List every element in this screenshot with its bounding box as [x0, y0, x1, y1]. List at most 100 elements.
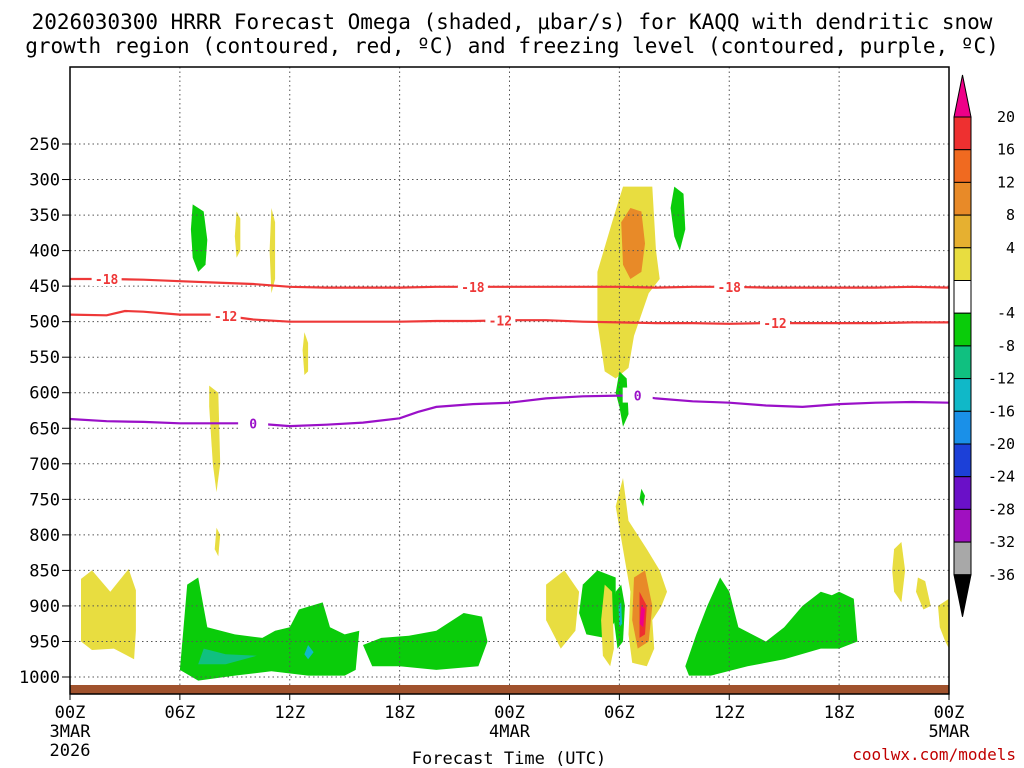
omega-region-9 [304, 645, 314, 660]
contour-line-0 [70, 277, 950, 289]
x-tick-label-18: 18Z [384, 703, 415, 723]
colorbar-cell-4 [953, 214, 972, 249]
colorbar-cell-5 [953, 247, 972, 282]
y-tick-label-750: 750 [29, 490, 60, 510]
colorbar-cell-7 [953, 312, 972, 347]
contour-label-1-0: -12 [214, 310, 237, 325]
omega-region-25 [685, 577, 858, 676]
contour-label-1-2: -12 [763, 317, 786, 332]
contour-label-2-1: 0 [634, 390, 642, 405]
x-tick-label-30: 06Z [604, 703, 635, 723]
colorbar-label-5: -4 [997, 304, 1015, 322]
x-tick-label-36: 12Z [714, 703, 745, 723]
omega-region-11 [546, 570, 580, 649]
y-tick-label-800: 800 [29, 526, 60, 546]
colorbar-label-9: -20 [988, 435, 1015, 453]
colorbar-label-3: 8 [1006, 206, 1015, 224]
colorbar-label-0: 20 [997, 108, 1015, 126]
contour-label-bg-0-2 [714, 278, 745, 294]
x-tick-label-6: 06Z [165, 703, 196, 723]
x-tick-label-12: 12Z [274, 703, 305, 723]
colorbar-cell-12 [953, 476, 972, 510]
colorbar-cell-6 [953, 280, 972, 314]
y-tick-label-300: 300 [29, 171, 60, 191]
colorbar-label-2: 12 [997, 173, 1015, 191]
colorbar-cell-9 [953, 378, 972, 412]
contour-layer: -18 -18 -18 -12 -12 -12 0 0 [69, 271, 950, 432]
pressure-axis: 250 300 350 400 450 500 550 600 650 700 750 800 850 9… [19, 135, 70, 688]
colorbar-label-13: -36 [988, 566, 1015, 584]
omega-region-5 [209, 385, 221, 493]
colorbar-label-8: -16 [988, 402, 1015, 420]
omega-region-24 [601, 584, 614, 667]
contour-label-bg-0-0 [91, 271, 122, 287]
contour-label-1-1: -12 [489, 314, 512, 329]
y-tick-label-950: 950 [29, 632, 60, 652]
ground-surface-bar [70, 685, 949, 694]
plot-grid [70, 67, 949, 694]
contour-label-bg-1-2 [760, 315, 791, 331]
omega-colorbar: 20 16 12 8 4 -4 -8 -12 -16 -20 -24 -28 -32 -36 [953, 74, 1015, 617]
x-tick-label-24: 00Z [494, 703, 525, 723]
contour-label-bg-1-0 [210, 307, 241, 323]
site-credit: coolwx.com/models [852, 745, 1016, 764]
omega-region-28 [938, 598, 949, 649]
omega-region-10 [363, 613, 488, 670]
contour-label-bg-2-0 [238, 415, 269, 431]
colorbar-cell-15 [953, 574, 972, 617]
omega-region-12 [597, 186, 660, 379]
omega-region-0 [81, 569, 136, 660]
x-axis-label: Forecast Time (UTC) [412, 749, 606, 768]
omega-region-4 [302, 332, 309, 375]
colorbar-label-7: -12 [988, 370, 1015, 388]
omega-region-15 [615, 371, 629, 427]
x-tick-label-48: 00Z [934, 703, 965, 723]
contour-label-bg-1-1 [485, 312, 516, 328]
omega-region-20 [639, 605, 645, 628]
colorbar-label-4: 4 [1006, 239, 1015, 257]
y-tick-label-550: 550 [29, 348, 60, 368]
contour-label-0-0: -18 [95, 273, 119, 288]
omega-region-13 [621, 208, 645, 279]
x-tick-date-24: 4MAR [489, 722, 531, 742]
y-tick-label-250: 250 [29, 135, 60, 155]
contour-label-bg-2-1 [622, 387, 653, 403]
colorbar-cell-3 [953, 181, 972, 216]
omega-region-2 [234, 211, 241, 258]
omega-region-1 [190, 204, 208, 272]
y-tick-label-850: 850 [29, 561, 60, 581]
y-tick-label-700: 700 [29, 455, 60, 475]
colorbar-cell-14 [953, 541, 972, 576]
colorbar-label-1: 16 [997, 141, 1015, 159]
x-tick-date-0: 3MAR [50, 722, 92, 742]
y-tick-label-400: 400 [29, 242, 60, 262]
chart-title-line2: growth region (contoured, red, ºC) and f… [25, 34, 999, 58]
contour-label-0-1: -18 [461, 281, 485, 296]
y-tick-label-650: 650 [29, 419, 60, 439]
colorbar-cell-11 [953, 443, 972, 478]
contour-label-0-2: -18 [718, 281, 742, 296]
contour-label-2-0: 0 [249, 417, 257, 432]
omega-region-17 [615, 478, 667, 667]
colorbar-cell-13 [953, 508, 972, 543]
x-tick-label-0: 00Z [55, 703, 86, 723]
contour-label-bg-0-1 [457, 278, 488, 294]
y-tick-label-1000: 1000 [19, 668, 60, 688]
colorbar-cell-10 [953, 410, 972, 445]
colorbar-label-12: -32 [988, 533, 1015, 551]
contour-line-2 [69, 394, 950, 428]
y-tick-label-600: 600 [29, 384, 60, 404]
colorbar-cell-8 [953, 345, 972, 380]
omega-region-8 [198, 648, 257, 665]
colorbar-cell-0 [953, 74, 972, 118]
colorbar-cell-2 [953, 149, 972, 183]
x-tick-year-0: 2026 [50, 741, 91, 761]
y-tick-label-450: 450 [29, 277, 60, 297]
colorbar-label-6: -8 [997, 337, 1015, 355]
colorbar-label-10: -24 [988, 468, 1015, 486]
colorbar-label-11: -28 [988, 500, 1015, 518]
y-tick-label-350: 350 [29, 206, 60, 226]
omega-region-16 [639, 488, 645, 507]
